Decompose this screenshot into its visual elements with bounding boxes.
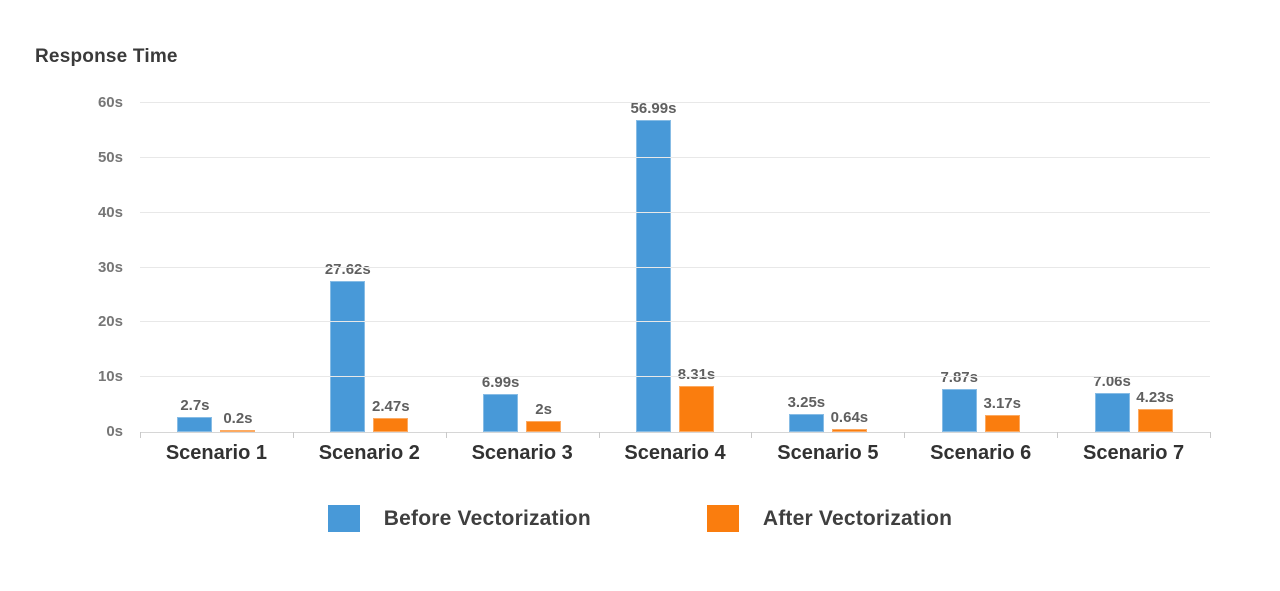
- bar-before: 7.87s: [940, 369, 978, 432]
- x-axis-label: Scenario 7: [1083, 442, 1185, 464]
- y-axis-tick-label: 10s: [97, 368, 123, 386]
- legend-swatch-before-icon: [327, 505, 360, 532]
- y-axis-tick-label: 40s: [97, 203, 123, 221]
- value-label: 0.2s: [223, 410, 253, 427]
- bar-after: 2.47s: [372, 398, 410, 432]
- value-label: 0.64s: [830, 408, 869, 426]
- gridline: [140, 266, 1210, 268]
- bar-after: 2s: [526, 401, 562, 432]
- bar-group: 6.99s 2s: [446, 103, 599, 432]
- gridline: [140, 156, 1210, 158]
- bar-after: 8.31s: [678, 366, 715, 432]
- bar-after: 0.2s: [220, 410, 256, 432]
- bar-group: 56.99s 8.31s: [599, 100, 752, 432]
- axis-tick: [1057, 432, 1059, 438]
- legend-item-after: After Vectorization: [706, 505, 953, 532]
- value-label: 3.17s: [983, 394, 1021, 412]
- value-label: 56.99s: [630, 99, 677, 117]
- value-label: 27.62s: [324, 260, 371, 278]
- bar-groups: 2.7s 0.2s 27.62s 2.47s 6.99s 2s 56.99s 8.31s 3.2…: [140, 100, 1210, 432]
- bar-before: 7.06s: [1093, 373, 1131, 432]
- value-label: 2.47s: [372, 398, 410, 416]
- axis-tick: [904, 432, 906, 438]
- x-axis-label: Scenario 3: [471, 442, 573, 464]
- value-label: 3.25s: [787, 394, 826, 412]
- axis-tick: [445, 432, 447, 438]
- gridline: [140, 211, 1210, 213]
- bar-after: 4.23s: [1136, 389, 1174, 432]
- bar-before: 27.62s: [325, 261, 371, 432]
- value-label: 7.87s: [940, 368, 978, 386]
- legend-label-before: Before Vectorization: [383, 506, 591, 530]
- x-axis-label: Scenario 4: [624, 442, 726, 464]
- bar-group: 3.25s 0.64s: [751, 103, 904, 432]
- y-axis-tick-label: 20s: [97, 313, 123, 331]
- bar-group: 2.7s 0.2s: [140, 103, 293, 432]
- y-axis-tick-label: 30s: [97, 258, 123, 276]
- bar-group: 7.87s 3.17s: [904, 103, 1057, 432]
- bar-group: 7.06s 4.23s: [1057, 103, 1210, 432]
- axis-tick: [1210, 432, 1211, 438]
- plot-area: 2.7s 0.2s 27.62s 2.47s 6.99s 2s 56.99s 8.31s 3.2…: [98, 94, 1211, 440]
- y-axis-tick-label: 50s: [97, 148, 123, 166]
- legend-swatch-after-icon: [706, 505, 739, 532]
- x-axis-label: Scenario 1: [165, 442, 268, 464]
- bar-before: 56.99s: [631, 100, 676, 432]
- value-label: 2.7s: [180, 397, 210, 415]
- value-label: 8.31s: [677, 366, 716, 384]
- bar-group: 27.62s 2.47s: [293, 103, 446, 432]
- x-axis-label: Scenario 6: [930, 442, 1032, 464]
- x-axis-labels: Scenario 1 Scenario 2 Scenario 3 Scenario 4…: [140, 442, 1210, 465]
- value-label: 6.99s: [481, 373, 520, 391]
- bar-after: 0.64s: [831, 409, 868, 432]
- gridline: [140, 102, 1210, 103]
- value-label: 2s: [535, 401, 552, 419]
- bar-after: 3.17s: [983, 395, 1021, 432]
- axis-tick: [751, 432, 753, 438]
- x-axis-label: Scenario 2: [318, 442, 420, 464]
- bar-before: 2.7s: [177, 397, 213, 432]
- y-axis-tick-label: 60s: [97, 94, 123, 111]
- axis-tick: [292, 432, 294, 438]
- x-axis-label: Scenario 5: [777, 442, 879, 464]
- bar-before: 3.25s: [788, 394, 825, 432]
- gridline: [140, 376, 1210, 378]
- gridline: [140, 321, 1210, 323]
- axis-tick: [140, 432, 141, 438]
- bar-before: 6.99s: [482, 374, 519, 432]
- value-label: 4.23s: [1136, 388, 1174, 406]
- legend-label-after: After Vectorization: [762, 506, 953, 530]
- legend-item-before: Before Vectorization: [327, 505, 591, 532]
- value-label: 7.06s: [1093, 373, 1131, 391]
- chart-title: Response Time: [35, 46, 178, 67]
- axis-tick: [598, 432, 600, 438]
- y-axis-tick-label: 0s: [106, 423, 123, 440]
- legend: Before Vectorization After Vectorization: [0, 505, 1280, 532]
